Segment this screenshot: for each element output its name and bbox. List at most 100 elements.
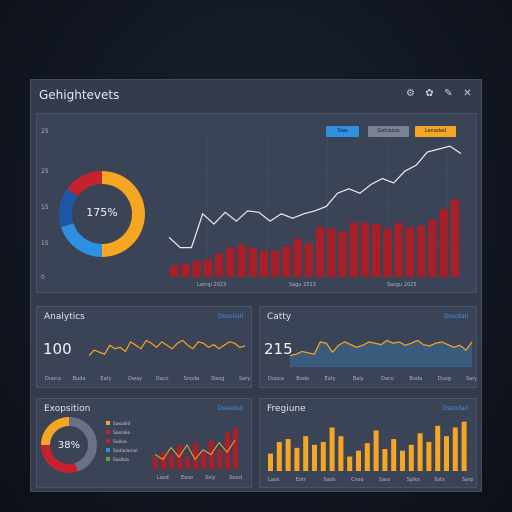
x-tick-label: Easo (181, 475, 193, 481)
main-bar (316, 227, 325, 277)
main-donut-slice (67, 171, 102, 197)
x-tick-label: Lasd (157, 475, 169, 481)
x-tick-label: Sasv (379, 477, 391, 483)
x-tick-label: Eotr (296, 477, 307, 483)
x-tick-label: Lainqi 2023 (197, 282, 226, 288)
main-bar (327, 228, 336, 277)
expo-donut-slice (41, 445, 78, 473)
expo-donut-slice (41, 417, 69, 445)
fregiune-bar (408, 444, 414, 471)
fregiune-bar (347, 456, 353, 471)
x-tick-label: Sarp (462, 477, 473, 483)
main-bar (259, 250, 269, 277)
main-bar (349, 222, 358, 277)
legend-label: Suiloa (113, 439, 127, 445)
window-controls: ⚙ ✿ ✎ ✕ (405, 88, 473, 99)
x-tick-label: Duoca (45, 376, 61, 382)
y-tick-label: 25 (41, 128, 49, 135)
main-bar (394, 222, 403, 277)
analytics-detail-link[interactable]: Dssoilail (218, 313, 243, 320)
legend-gotrazos-button[interactable]: Gotrazos (368, 126, 409, 137)
catty-detail-link[interactable]: Dssotail (444, 313, 468, 320)
x-tick-label: Duoca (268, 376, 284, 382)
main-bar (428, 219, 437, 277)
x-tick-label: Cnso (351, 477, 363, 483)
fregiune-bar (452, 427, 458, 471)
catty-title: Catty (267, 312, 292, 322)
x-tick-label: Eaty (100, 376, 111, 382)
y-tick-label: 15 (41, 204, 49, 211)
fregiune-title: Fregiune (267, 404, 306, 414)
main-bar (417, 225, 426, 277)
exposition-chart: 38% Sasialid Sasialio Suiloa Sadiolaniol Sasl… (41, 417, 242, 481)
fregiune-bar (391, 439, 397, 471)
x-tick-label: Baly (353, 376, 364, 382)
expo-bar (185, 457, 190, 469)
fregiune-bar (329, 427, 335, 471)
fregiune-bar (320, 442, 326, 471)
x-tick-label: Sary (466, 376, 476, 382)
settings-icon[interactable]: ⚙ (406, 88, 415, 99)
close-icon[interactable]: ✕ (463, 88, 472, 99)
main-bar (192, 260, 201, 277)
fregiune-bar (303, 436, 309, 471)
fregiune-bar (276, 442, 282, 471)
legend-swatch (106, 439, 110, 443)
legend-label: Sasialid (113, 421, 130, 427)
main-bar (450, 199, 459, 277)
main-bar (338, 231, 347, 277)
main-bar (304, 243, 313, 277)
legend-lenadad-button[interactable]: Lenadad (415, 126, 456, 137)
x-tick-label: Snoda (184, 376, 200, 382)
main-donut-slice (61, 223, 102, 257)
fregiune-bar (285, 439, 291, 471)
x-tick-label: Buda (73, 376, 86, 382)
series-line (88, 339, 246, 356)
donut-percent-label: 175% (86, 206, 117, 219)
x-tick-label: Boda (409, 376, 422, 382)
donut-percent-label: 38% (58, 440, 80, 451)
main-bar (248, 247, 257, 277)
expo-bar (169, 454, 174, 469)
fregiune-bar (444, 436, 449, 471)
exposition-panel: Exopsition Dssedail 38% Sasialid Sasialio S… (36, 398, 252, 488)
x-tick-label: Spiks (407, 477, 421, 483)
fregiune-detail-link[interactable]: Dssodail (442, 405, 468, 412)
main-series-line (168, 145, 462, 249)
analytics-title: Analytics (44, 312, 85, 322)
title-bar: Gehightevets ⚙ ✿ ✎ ✕ (31, 80, 481, 110)
x-tick-label: Sagu 2013 (289, 282, 316, 288)
main-bar (405, 227, 415, 277)
legend-label: Sadiolaniol (113, 448, 138, 454)
x-tick-label: Lask (268, 477, 279, 483)
main-bar (293, 238, 302, 277)
legend-label: Sasialio (113, 430, 130, 436)
legend-label: Saslkia (113, 457, 129, 463)
window-title: Gehightevets (39, 88, 120, 102)
expo-bar (233, 428, 238, 469)
area-fill (290, 340, 472, 367)
dashboard-window: Gehightevets ⚙ ✿ ✎ ✕ 25 25 15 15 0 175% Lainqi… (30, 79, 482, 492)
fregiune-bar (382, 448, 388, 471)
edit-icon[interactable]: ✎ (444, 88, 453, 99)
main-donut-slice (59, 188, 78, 228)
x-tick-label: Sary (239, 376, 250, 382)
exposition-detail-link[interactable]: Dssedail (217, 405, 243, 412)
x-tick-label: Daog (211, 376, 224, 382)
catty-panel: Catty Dssotail 215 Duoca Boda Eaty Baly Daco… (259, 306, 477, 388)
main-bar (271, 250, 280, 277)
fregiune-bar (426, 442, 432, 471)
legend-sias-button[interactable]: Sias (326, 126, 359, 137)
fregiune-bar (356, 450, 361, 471)
analytics-chart: Duoca Buda Eaty Dway Daco Snoda Daog Sary (45, 339, 250, 382)
x-tick-label: Sxiy (205, 475, 216, 481)
main-bar (360, 222, 370, 277)
main-bar (203, 259, 212, 277)
x-tick-label: Daco (156, 376, 169, 382)
expo-bar (193, 442, 198, 469)
y-tick-label: 0 (41, 274, 45, 281)
palette-icon[interactable]: ✿ (425, 88, 434, 99)
legend-swatch (106, 457, 110, 461)
analytics-value: 100 (43, 340, 72, 358)
fregiune-bar (294, 447, 300, 471)
